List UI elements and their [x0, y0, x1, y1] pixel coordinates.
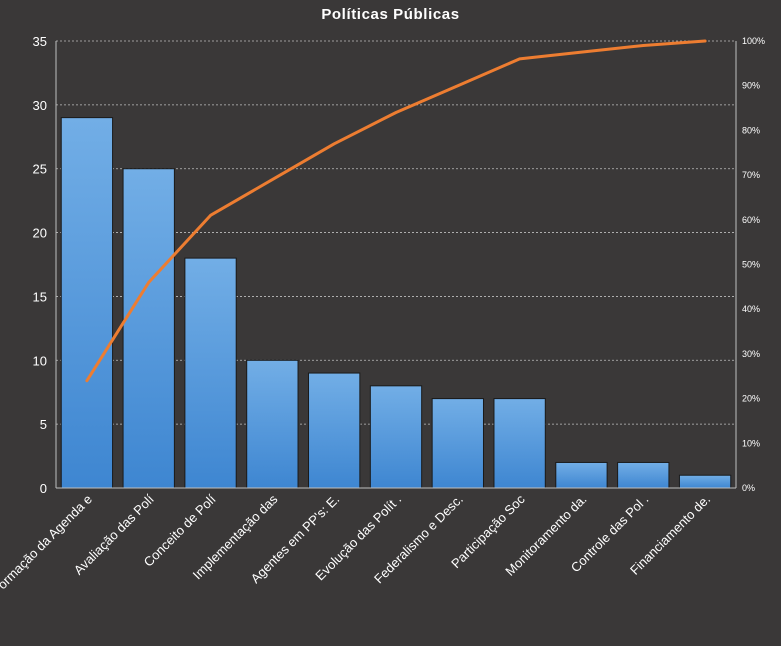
cumulative-line: [85, 39, 707, 383]
y2-tick-label: 90%: [742, 81, 760, 91]
y2-tick-label: 0%: [742, 483, 755, 493]
y-tick-label: 25: [33, 162, 47, 177]
line-layer: [85, 39, 707, 383]
y2-tick-label: 20%: [742, 394, 760, 404]
bar: [184, 257, 237, 489]
y-tick-label: 5: [40, 417, 47, 432]
y-tick-label: 10: [33, 353, 47, 368]
y-tick-label: 35: [33, 34, 47, 49]
bar: [493, 398, 546, 489]
y-tick-label: 0: [40, 481, 47, 496]
y2-tick-label: 70%: [742, 170, 760, 180]
x-tick-label: Formação da Agenda e: [0, 492, 95, 598]
chart-title: Políticas Públicas: [321, 6, 460, 23]
y-tick-label: 15: [33, 289, 47, 304]
y2-tick-label: 50%: [742, 260, 760, 270]
y-tick-label: 30: [33, 98, 47, 113]
bar: [617, 461, 670, 489]
y2-tick-label: 10%: [742, 438, 760, 448]
y2-tick-label: 40%: [742, 304, 760, 314]
bar-layer: [60, 117, 732, 489]
bar: [369, 385, 423, 489]
y-tick-label: 20: [33, 226, 47, 241]
bar: [431, 398, 484, 489]
bar: [678, 474, 732, 489]
bar: [308, 372, 361, 489]
y2-tick-label: 80%: [742, 125, 760, 135]
y2-tick-label: 30%: [742, 349, 760, 359]
bar: [60, 117, 114, 489]
y2-tick-label: 100%: [742, 36, 765, 46]
bar: [555, 461, 608, 489]
bar: [246, 359, 299, 489]
y2-tick-label: 60%: [742, 215, 760, 225]
bar: [122, 168, 175, 489]
